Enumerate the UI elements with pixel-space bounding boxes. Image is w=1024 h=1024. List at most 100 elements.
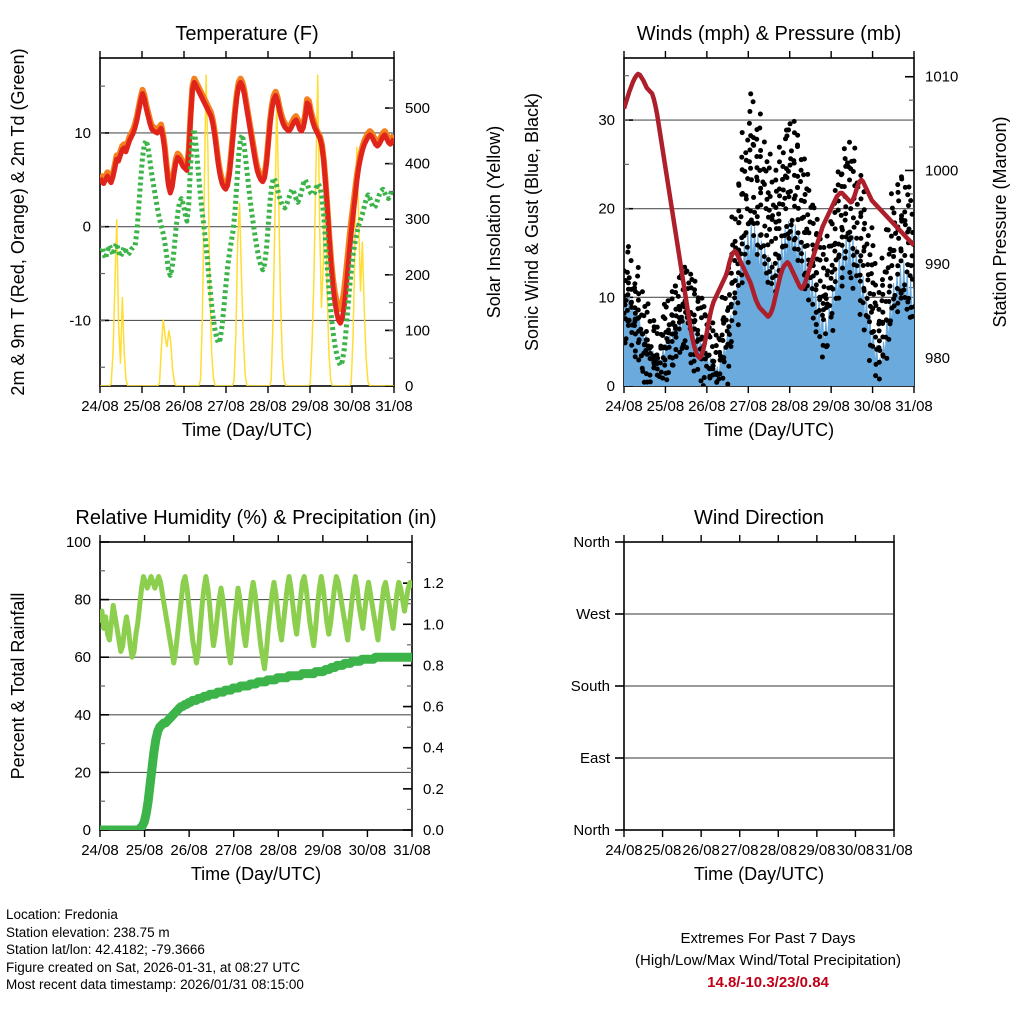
y2-tick-label: 200 — [405, 267, 430, 284]
y2-tick-label: 300 — [405, 211, 430, 228]
y2-tick-label: 0.8 — [423, 657, 444, 674]
y-tick-label: 0 — [83, 219, 91, 236]
station-metadata-line: Location: Fredonia — [6, 907, 118, 922]
y-tick-label: West — [576, 606, 611, 623]
x-tick-label: 30/08 — [837, 842, 875, 859]
y2-tick-label: 1.0 — [423, 616, 444, 633]
y2-tick-label: 990 — [925, 256, 950, 273]
y2-tick-label: 1010 — [925, 69, 958, 86]
winds-pressure-panel: 24/08 25/08 26/08 27/08 28/08 29/08 30/08 31/08… — [512, 12, 1024, 482]
x-tick-label: 29/08 — [812, 398, 850, 415]
series-pressure — [624, 71, 914, 361]
wind-direction-panel: 24/08 25/08 26/08 27/08 28/08 29/08 30/08 31/08… — [512, 496, 1024, 926]
x-tick-label: 31/08 — [895, 398, 933, 415]
x-tick-label: 24/08 — [605, 398, 643, 415]
y-tick-label: 0 — [83, 822, 91, 839]
y-tick-label: North — [573, 822, 610, 839]
x-tick-label: 26/08 — [170, 842, 208, 859]
x-tick-label: 26/08 — [165, 398, 203, 415]
y-tick-label: 10 — [74, 125, 91, 142]
extremes-subtitle: (High/Low/Max Wind/Total Precipitation) — [635, 952, 901, 969]
y2-tick-label: 0.0 — [423, 822, 444, 839]
extremes-value: 14.8/-10.3/23/0.84 — [707, 974, 829, 991]
x-tick-label: 29/08 — [304, 842, 342, 859]
station-metadata: Location: Fredonia Station elevation: 238… — [6, 906, 304, 994]
y-tick-label: 20 — [74, 764, 91, 781]
extremes-title: Extremes For Past 7 Days — [680, 930, 856, 947]
y-axis-label: Percent & Total Rainfall — [8, 593, 28, 780]
y-tick-label: 80 — [74, 592, 91, 609]
series-dewpoint — [100, 126, 394, 368]
series-rainfall — [100, 652, 412, 830]
y2-tick-label: 500 — [405, 100, 430, 117]
y2-tick-label: 980 — [925, 350, 950, 367]
x-tick-label: 27/08 — [721, 842, 759, 859]
x-tick-label: 31/08 — [393, 842, 431, 859]
panel-title: Relative Humidity (%) & Precipitation (i… — [75, 507, 436, 529]
x-tick-label: 31/08 — [375, 398, 413, 415]
y-axis-label: Sonic Wind & Gust (Blue, Black) — [522, 93, 542, 351]
x-tick-label: 26/08 — [688, 398, 726, 415]
x-tick-label: 29/08 — [291, 398, 329, 415]
y-tick-label: 10 — [598, 289, 615, 306]
y-axis-label: 2m & 9m T (Red, Orange) & 2m Td (Green) — [8, 48, 28, 395]
station-metadata-line: Station elevation: 238.75 m — [6, 924, 170, 940]
y-tick-label: 60 — [74, 649, 91, 666]
y2-axis-label: Solar Insolation (Yellow) — [484, 126, 504, 318]
station-metadata-line: Most recent data timestamp: 2026/01/31 0… — [6, 977, 304, 992]
x-axis-label: Time (Day/UTC) — [182, 420, 312, 440]
x-axis-label: Time (Day/UTC) — [694, 864, 824, 884]
y2-tick-label: 1.2 — [423, 575, 444, 592]
station-metadata-line: Figure created on Sat, 2026-01-31, at 08… — [6, 959, 301, 975]
y2-tick-label: 0.6 — [423, 699, 444, 716]
x-tick-label: 27/08 — [215, 842, 253, 859]
x-tick-label: 31/08 — [875, 842, 913, 859]
y-tick-label: East — [580, 750, 611, 767]
x-tick-label: 25/08 — [123, 398, 161, 415]
y-tick-label: 0 — [607, 378, 615, 395]
y2-tick-label: 100 — [405, 322, 430, 339]
y-tick-label: -10 — [69, 312, 91, 329]
y-tick-label: North — [573, 534, 610, 551]
y-tick-label: 40 — [74, 707, 91, 724]
series-2m-temp — [100, 79, 394, 326]
x-tick-label: 24/08 — [81, 398, 119, 415]
temperature-panel: 24/08 25/08 26/08 27/08 28/08 29/08 30/08 31/08… — [0, 12, 512, 482]
x-tick-label: 25/08 — [126, 842, 164, 859]
x-tick-label: 24/08 — [81, 842, 119, 859]
y2-tick-label: 0.2 — [423, 781, 444, 798]
x-tick-label: 29/08 — [798, 842, 836, 859]
panel-title: Winds (mph) & Pressure (mb) — [637, 23, 902, 45]
x-tick-label: 30/08 — [854, 398, 892, 415]
x-tick-label: 26/08 — [682, 842, 720, 859]
x-tick-label: 25/08 — [647, 398, 685, 415]
x-tick-label: 28/08 — [260, 842, 298, 859]
y-tick-label: 100 — [66, 534, 91, 551]
y2-axis-label: Station Pressure (Maroon) — [990, 116, 1010, 327]
y2-tick-label: 0.4 — [423, 740, 444, 757]
x-tick-label: 28/08 — [760, 842, 798, 859]
series-humidity — [100, 574, 412, 672]
station-metadata-line: Station lat/lon: 42.4182; -79.3666 — [6, 942, 205, 957]
y2-tick-label: 0 — [405, 378, 413, 395]
panel-title: Wind Direction — [694, 507, 824, 529]
humidity-precip-panel: 24/08 25/08 26/08 27/08 28/08 29/08 30/08 31/08… — [0, 496, 512, 926]
extremes-block: Extremes For Past 7 Days (High/Low/Max W… — [512, 928, 1024, 994]
panel-title: Temperature (F) — [175, 23, 318, 45]
x-axis-label: Time (Day/UTC) — [704, 420, 834, 440]
y2-tick-label: 1000 — [925, 162, 958, 179]
x-tick-label: 27/08 — [207, 398, 245, 415]
y-tick-label: 30 — [598, 112, 615, 129]
x-tick-label: 30/08 — [333, 398, 371, 415]
x-tick-label: 25/08 — [644, 842, 682, 859]
x-tick-label: 24/08 — [605, 842, 643, 859]
x-tick-label: 28/08 — [249, 398, 287, 415]
y2-tick-label: 400 — [405, 156, 430, 173]
y-tick-label: South — [571, 678, 610, 695]
series-gust — [624, 91, 914, 386]
x-axis-label: Time (Day/UTC) — [191, 864, 321, 884]
x-tick-label: 30/08 — [349, 842, 387, 859]
x-tick-label: 27/08 — [730, 398, 768, 415]
y-tick-label: 20 — [598, 201, 615, 218]
x-tick-label: 28/08 — [771, 398, 809, 415]
